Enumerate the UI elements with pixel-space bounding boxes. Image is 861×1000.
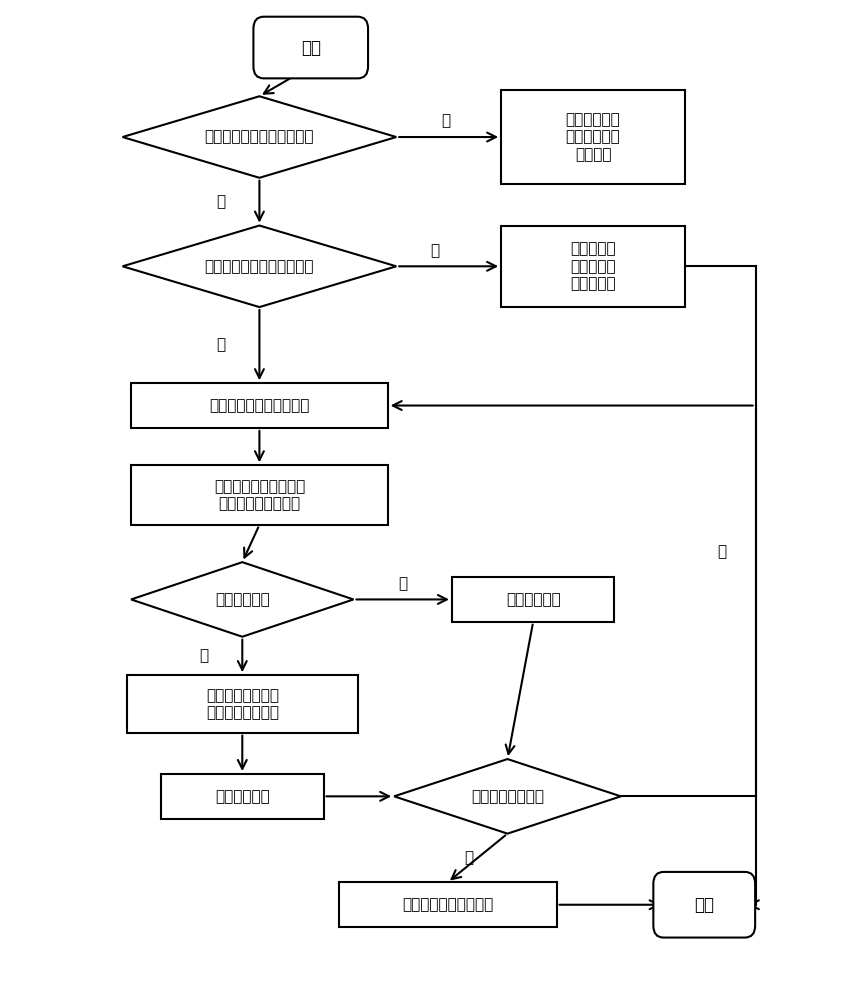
- Text: 是: 是: [199, 648, 208, 663]
- Bar: [131, 383, 387, 428]
- Text: 搜索范围小于限制: 搜索范围小于限制: [471, 789, 544, 804]
- Text: 更新搜索上界: 更新搜索上界: [505, 592, 561, 607]
- Text: 使用并行搜索算法迭代
验证方案的可指派性: 使用并行搜索算法迭代 验证方案的可指派性: [214, 479, 305, 511]
- Text: 否: 否: [216, 338, 226, 353]
- Bar: [161, 774, 324, 819]
- Text: 当前时隙长度
无法满足此次
传输需求: 当前时隙长度 无法满足此次 传输需求: [566, 112, 621, 162]
- Text: 计算下一待验证方案编号: 计算下一待验证方案编号: [209, 398, 310, 413]
- Text: 最低能耗弱可行方案可指派: 最低能耗弱可行方案可指派: [205, 259, 314, 274]
- FancyBboxPatch shape: [653, 872, 755, 938]
- Bar: [127, 675, 358, 733]
- Text: 否: 否: [399, 576, 408, 591]
- Text: 开始: 开始: [300, 39, 321, 57]
- Text: 是: 是: [216, 194, 226, 209]
- Bar: [501, 226, 685, 307]
- Polygon shape: [122, 96, 396, 178]
- Bar: [131, 465, 387, 525]
- Text: 结束: 结束: [694, 896, 715, 914]
- Polygon shape: [122, 226, 396, 307]
- Polygon shape: [131, 562, 354, 637]
- Text: 更新搜索下界: 更新搜索下界: [215, 789, 269, 804]
- Bar: [338, 882, 557, 927]
- Text: 输出当前最优指派结果: 输出当前最优指派结果: [402, 897, 493, 912]
- Text: 是: 是: [430, 243, 439, 258]
- FancyBboxPatch shape: [253, 17, 368, 78]
- Bar: [501, 90, 685, 184]
- Text: 该方案可指派: 该方案可指派: [215, 592, 269, 607]
- Text: 使用并行搜索算法
迭代优化可行方案: 使用并行搜索算法 迭代优化可行方案: [206, 688, 279, 720]
- Text: 否: 否: [717, 544, 726, 559]
- Polygon shape: [394, 759, 621, 834]
- Text: 最高能耗弱可行方案可指派: 最高能耗弱可行方案可指派: [205, 130, 314, 145]
- Text: 输出最低能
耗弱可行方
案指派结果: 输出最低能 耗弱可行方 案指派结果: [570, 241, 616, 291]
- Bar: [452, 577, 615, 622]
- Text: 是: 是: [464, 850, 474, 865]
- Text: 否: 否: [442, 114, 450, 129]
